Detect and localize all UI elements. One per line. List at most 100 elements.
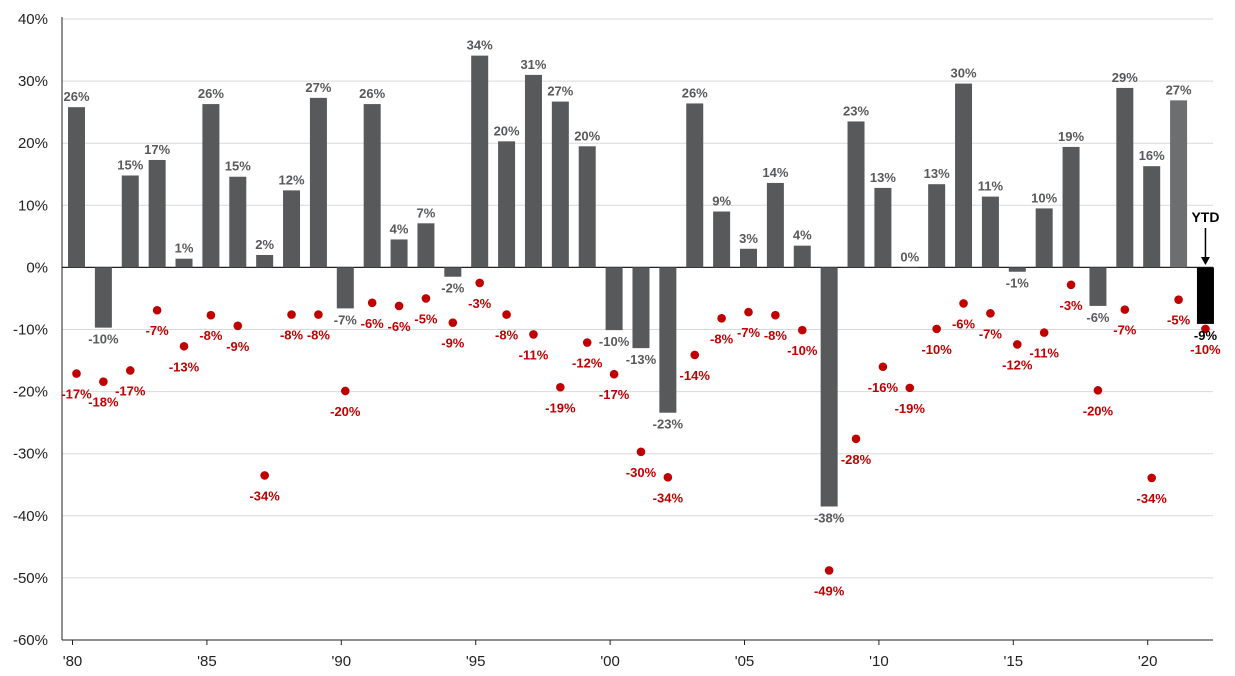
bar-1987: [256, 254, 274, 268]
drawdown-point-2004: [717, 314, 726, 323]
drawdown-label-2010: -16%: [868, 380, 899, 395]
bar-label-2021: 27%: [1166, 82, 1192, 97]
ytd-annotation: YTD: [1191, 209, 1219, 265]
drawdown-point-1999: [582, 338, 592, 347]
bar-label-2008: -38%: [814, 510, 845, 525]
y-tick-label: 30%: [18, 73, 48, 90]
drawdown-point-2001: [636, 447, 646, 457]
bar-label-1988: 12%: [279, 172, 305, 187]
bar-label-1980: 26%: [63, 89, 89, 104]
bar-1980: [68, 107, 85, 268]
data-labels: 26%-10%15%17%1%26%15%2%12%27%-7%26%4%7%-…: [61, 38, 1221, 599]
bar-2003: [686, 103, 704, 268]
drawdown-label-2003: -14%: [680, 368, 711, 383]
drawdown-label-2011: -19%: [895, 401, 926, 416]
bar-label-2015: -1%: [1006, 276, 1030, 291]
bar-label-2000: -10%: [599, 334, 630, 349]
drawdown-label-2013: -6%: [952, 316, 976, 331]
bar-label-1986: 15%: [225, 159, 251, 174]
bar-1988: [283, 190, 301, 268]
drawdown-point-1993: [421, 294, 431, 303]
drawdown-label-2007: -10%: [787, 343, 818, 358]
bar-1997: [524, 74, 542, 268]
bar-1986: [229, 176, 247, 268]
bar-1996: [498, 141, 516, 268]
drawdown-label-2006: -8%: [764, 328, 788, 343]
y-tick-label: -30%: [13, 446, 48, 463]
drawdown-point-1987: [260, 471, 269, 480]
y-tick-label: -10%: [13, 322, 48, 339]
bar-label-1994: -2%: [441, 281, 465, 296]
drawdown-point-1986: [233, 321, 243, 331]
drawdown-label-1996: -8%: [495, 328, 519, 343]
drawdown-label-2009: -28%: [841, 452, 872, 467]
drawdown-label-1994: -9%: [441, 336, 465, 351]
bar-label-2007: 4%: [793, 228, 812, 243]
drawdown-label-1982: -17%: [115, 383, 146, 398]
drawdown-point-2021: [1174, 295, 1183, 304]
drawdown-point-2003: [690, 350, 700, 360]
bar-1998: [551, 101, 569, 268]
x-tick-label: '10: [869, 653, 889, 670]
bar-label-1997: 31%: [520, 57, 546, 72]
drawdown-point-2013: [959, 299, 968, 308]
drawdown-point-1982: [125, 366, 135, 375]
bar-1991: [363, 104, 381, 268]
drawdown-label-2005: -7%: [737, 325, 761, 340]
bar-1992: [390, 239, 408, 268]
bar-1984: [175, 258, 193, 268]
drawdown-point-2010: [878, 362, 888, 372]
bar-label-2020: 16%: [1139, 148, 1165, 163]
bar-1999: [578, 146, 596, 268]
drawdown-label-1991: -6%: [361, 316, 385, 331]
drawdown-point-1983: [152, 305, 162, 315]
bar-label-2005: 3%: [739, 231, 758, 246]
drawdown-label-1990: -20%: [330, 404, 361, 419]
bar-1995: [471, 55, 489, 268]
drawdown-label-1989: -8%: [307, 328, 331, 343]
drawdown-label-2002: -34%: [653, 490, 684, 505]
bar-label-2012: 13%: [924, 166, 950, 181]
bar-2002: [659, 267, 677, 413]
bar-label-1982: 15%: [117, 157, 143, 172]
y-tick-label: -20%: [13, 384, 48, 401]
bar-label-1985: 26%: [198, 86, 224, 101]
bar-label-2017: 19%: [1058, 129, 1084, 144]
bar-2005: [740, 248, 757, 268]
drawdown-label-1980: -17%: [61, 387, 92, 402]
bar-1983: [148, 159, 166, 268]
bar-label-1981: -10%: [88, 332, 119, 347]
bar-label-2003: 26%: [682, 85, 708, 100]
drawdown-point-2002: [663, 472, 673, 482]
x-tick-label: '95: [466, 653, 486, 670]
drawdown-series: [72, 278, 1210, 575]
bar-2015: [1008, 267, 1026, 272]
bar-label-1996: 20%: [494, 123, 520, 138]
drawdown-point-1992: [394, 301, 404, 311]
bar-2017: [1062, 146, 1080, 268]
drawdown-label-2001: -30%: [626, 465, 657, 480]
y-tick-label: 0%: [26, 259, 48, 276]
bar-label-2002: -23%: [653, 417, 684, 432]
drawdown-point-1997: [529, 330, 538, 339]
drawdown-point-1985: [206, 310, 216, 320]
bar-label-1983: 17%: [144, 142, 170, 157]
x-tick-label: '05: [735, 653, 755, 670]
drawdown-label-1985: -8%: [199, 328, 223, 343]
bar-2011: [901, 267, 919, 268]
drawdown-label-2018: -20%: [1083, 403, 1114, 418]
drawdown-label-2017: -3%: [1059, 298, 1083, 313]
drawdown-label-2022: -10%: [1190, 342, 1221, 357]
drawdown-point-1984: [179, 341, 189, 351]
drawdown-point-1994: [448, 318, 458, 327]
drawdown-label-1988: -8%: [280, 328, 304, 343]
bar-label-1995: 34%: [467, 38, 493, 53]
bar-2020: [1143, 166, 1161, 268]
drawdown-point-2005: [744, 307, 753, 317]
x-tick-label: '15: [1004, 653, 1024, 670]
drawdown-point-2016: [1039, 328, 1049, 337]
x-tick-label: '85: [197, 653, 217, 670]
bar-series: [68, 55, 1214, 507]
drawdown-point-1990: [341, 386, 350, 396]
